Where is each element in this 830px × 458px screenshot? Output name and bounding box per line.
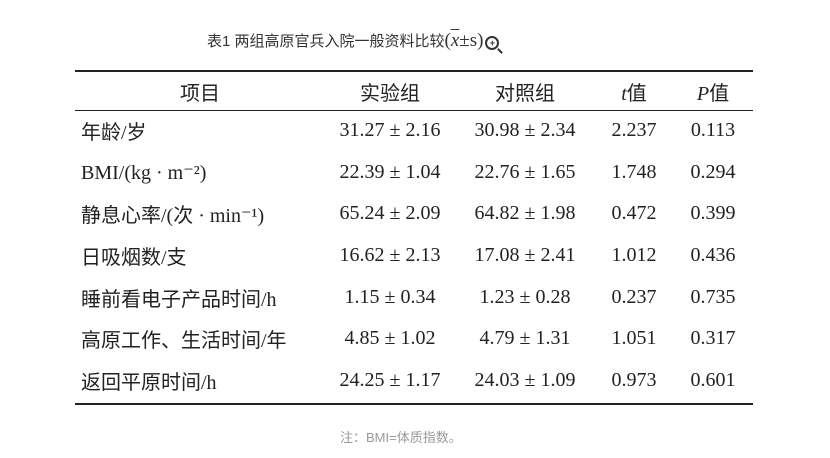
formula-sd: ±s bbox=[459, 30, 478, 51]
table-note: 注：BMI=体质指数。 bbox=[340, 430, 462, 445]
t-symbol: t bbox=[621, 82, 627, 105]
cell-t-value: 2.237 bbox=[611, 119, 657, 142]
cell-t-value: 0.472 bbox=[611, 202, 657, 225]
cell-control: 22.76 ± 1.65 bbox=[474, 160, 576, 183]
cell-control: 1.23 ± 0.28 bbox=[479, 285, 571, 308]
table-row: 高原工作、生活时间/年 4.85 ± 1.02 4.79 ± 1.31 1.051 0.… bbox=[75, 318, 753, 360]
cell-experimental: 65.24 ± 2.09 bbox=[339, 202, 441, 225]
cell-p-value: 0.317 bbox=[690, 327, 736, 350]
table-row: 返回平原时间/h 24.25 ± 1.17 24.03 ± 1.09 0.973 0.6… bbox=[75, 360, 753, 402]
cell-p-value: 0.294 bbox=[690, 160, 736, 183]
table-row: 静息心率/(次 · min⁻¹) 65.24 ± 2.09 64.82 ± 1.98… bbox=[75, 193, 753, 235]
comparison-table: 项目 实验组 对照组 t值 P值 年龄/岁 31.27 ± 2.16 30.98 ±… bbox=[75, 72, 753, 401]
table-row: 日吸烟数/支 16.62 ± 2.13 17.08 ± 2.41 1.012 0.436 bbox=[75, 235, 753, 277]
cell-t-value: 1.012 bbox=[611, 244, 657, 267]
caption-text: 表1 两组高原官兵入院一般资料比较 bbox=[207, 33, 445, 50]
p-label: 值 bbox=[709, 82, 730, 105]
cell-t-value: 1.051 bbox=[611, 327, 657, 350]
bottom-rule bbox=[75, 403, 753, 405]
cell-p-value: 0.601 bbox=[690, 368, 736, 391]
cell-experimental: 1.15 ± 0.34 bbox=[344, 285, 436, 308]
cell-t-value: 0.237 bbox=[611, 285, 657, 308]
cell-item: BMI/(kg · m⁻²) bbox=[81, 161, 207, 184]
cell-item: 静息心率/(次 · min⁻¹) bbox=[81, 205, 265, 228]
table-row: 年龄/岁 31.27 ± 2.16 30.98 ± 2.34 2.237 0.113 bbox=[75, 110, 753, 152]
cell-control: 30.98 ± 2.34 bbox=[474, 119, 576, 142]
header-rule bbox=[75, 110, 753, 111]
cell-experimental: 16.62 ± 2.13 bbox=[339, 244, 441, 267]
top-rule bbox=[75, 70, 753, 72]
cell-t-value: 0.973 bbox=[611, 368, 657, 391]
cell-item: 返回平原时间/h bbox=[81, 371, 217, 394]
cell-control: 24.03 ± 1.09 bbox=[474, 368, 576, 391]
p-symbol: P bbox=[696, 82, 710, 105]
table-caption: 表1 两组高原官兵入院一般资料比较(x±s) + bbox=[207, 30, 500, 52]
cell-control: 4.79 ± 1.31 bbox=[479, 327, 571, 350]
zoom-in-icon[interactable]: + bbox=[485, 36, 500, 50]
caption-formula: (x±s) bbox=[444, 30, 484, 51]
cell-t-value: 1.748 bbox=[611, 160, 657, 183]
cell-item: 高原工作、生活时间/年 bbox=[81, 330, 287, 353]
cell-item: 日吸烟数/支 bbox=[81, 247, 187, 270]
cell-p-value: 0.399 bbox=[690, 202, 736, 225]
header-item: 项目 bbox=[180, 82, 220, 105]
cell-experimental: 24.25 ± 1.17 bbox=[339, 368, 441, 391]
cell-item: 年龄/岁 bbox=[81, 122, 147, 145]
table-row: BMI/(kg · m⁻²) 22.39 ± 1.04 22.76 ± 1.65 1.… bbox=[75, 152, 753, 194]
cell-experimental: 4.85 ± 1.02 bbox=[344, 327, 436, 350]
cell-control: 64.82 ± 1.98 bbox=[474, 202, 576, 225]
header-experimental: 实验组 bbox=[360, 82, 420, 105]
formula-mean: x bbox=[450, 30, 460, 51]
table-row: 睡前看电子产品时间/h 1.15 ± 0.34 1.23 ± 0.28 0.237 0.… bbox=[75, 276, 753, 318]
cell-p-value: 0.113 bbox=[690, 119, 736, 142]
cell-experimental: 22.39 ± 1.04 bbox=[339, 160, 441, 183]
header-control: 对照组 bbox=[495, 82, 555, 105]
t-label: 值 bbox=[626, 82, 647, 105]
cell-experimental: 31.27 ± 2.16 bbox=[339, 119, 441, 142]
cell-control: 17.08 ± 2.41 bbox=[474, 244, 576, 267]
header-p: P值 bbox=[673, 72, 753, 110]
header-t: t值 bbox=[595, 72, 673, 110]
cell-item: 睡前看电子产品时间/h bbox=[81, 288, 277, 311]
cell-p-value: 0.436 bbox=[690, 244, 736, 267]
header-row: 项目 实验组 对照组 t值 P值 bbox=[75, 72, 753, 110]
cell-p-value: 0.735 bbox=[690, 285, 736, 308]
